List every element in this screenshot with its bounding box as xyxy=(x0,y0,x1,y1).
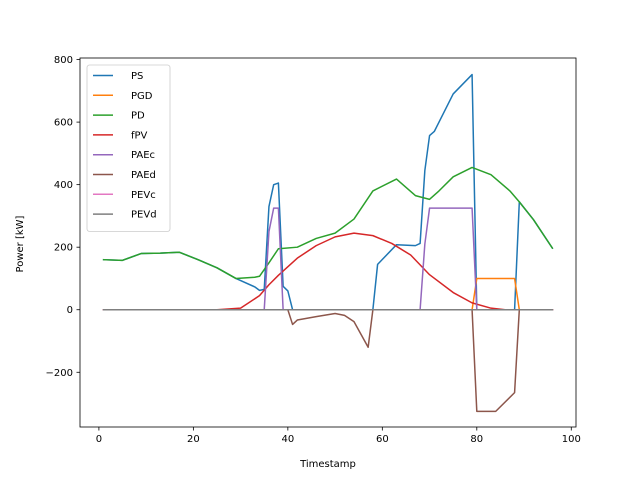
x-axis-label: Timestamp xyxy=(299,459,356,470)
legend-label-pevc: PEVc xyxy=(131,190,156,201)
y-axis-label: Power [kW] xyxy=(15,215,26,272)
y-tick-label: 200 xyxy=(54,243,73,254)
y-tick-label: 800 xyxy=(54,55,73,66)
x-tick-label: 80 xyxy=(470,434,483,445)
series-line-pd xyxy=(102,166,554,280)
y-tick-label: 600 xyxy=(54,118,73,129)
legend-label-ps: PS xyxy=(131,71,143,82)
series-layer xyxy=(102,73,554,413)
x-axis-ticks: 0 20 40 60 80 100 xyxy=(96,427,581,445)
series-line-paed xyxy=(102,308,554,413)
legend-label-pgd: PGD xyxy=(131,91,153,102)
legend-label-paec: PAEc xyxy=(131,150,155,161)
x-tick-label: 20 xyxy=(187,434,200,445)
legend-label-fpv: fPV xyxy=(131,130,148,141)
legend-label-pd: PD xyxy=(131,111,145,122)
y-tick-label: −200 xyxy=(46,368,73,379)
legend-box xyxy=(86,64,171,232)
x-tick-label: 60 xyxy=(376,434,389,445)
plot-frame xyxy=(79,57,577,428)
x-tick-label: 40 xyxy=(281,434,294,445)
x-tick-label: 100 xyxy=(562,434,581,445)
y-axis-ticks: −200 0 200 400 600 800 xyxy=(46,55,80,379)
legend: PS PGD PD fPV PAEc PAEd PEVc PEVd xyxy=(86,64,171,232)
x-tick-label: 0 xyxy=(96,434,102,445)
legend-label-pevd: PEVd xyxy=(131,210,157,221)
series-line-fpv xyxy=(102,232,554,311)
legend-label-paed: PAEd xyxy=(131,170,156,181)
y-tick-label: 0 xyxy=(67,305,73,316)
y-tick-label: 400 xyxy=(54,180,73,191)
